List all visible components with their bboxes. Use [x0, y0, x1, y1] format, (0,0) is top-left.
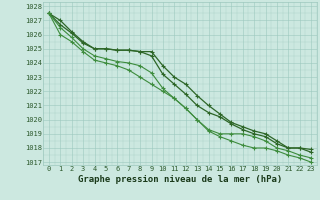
X-axis label: Graphe pression niveau de la mer (hPa): Graphe pression niveau de la mer (hPa)	[78, 175, 282, 184]
